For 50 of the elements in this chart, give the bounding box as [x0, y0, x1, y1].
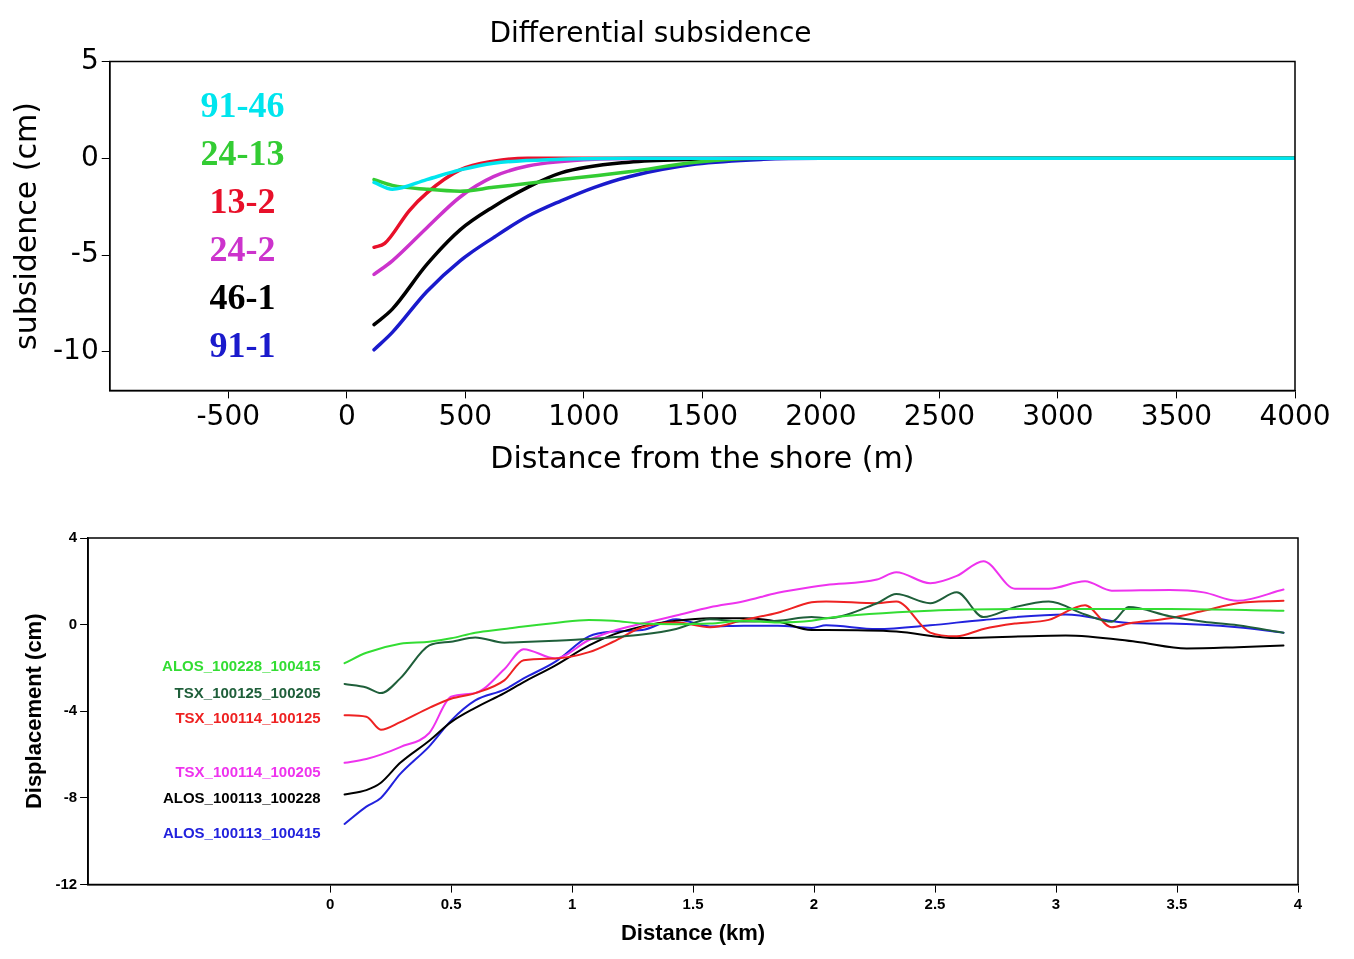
- x-tick-label: 1000: [548, 399, 620, 433]
- series-label: ALOS_100113_100228: [162, 788, 321, 806]
- y-tick-label: 0: [80, 139, 99, 173]
- y-axis-title: subsidence (cm): [7, 102, 43, 350]
- x-tick-label: 4: [1293, 894, 1303, 912]
- line-series: [343, 608, 1285, 665]
- text: 46-1: [209, 276, 276, 317]
- x-tick-label: 2: [809, 894, 819, 912]
- series-label: TSX_100125_100205: [174, 684, 321, 702]
- text: 24-2: [209, 228, 276, 269]
- line-series: [343, 617, 1285, 796]
- x-tick-label: -500: [196, 399, 261, 433]
- x-tick-label: 1500: [666, 399, 738, 433]
- x-tick-label: 2.5: [924, 894, 946, 912]
- text: 91-1: [209, 324, 276, 365]
- x-tick-label: 1: [567, 894, 577, 912]
- x-axis-title: Distance (km): [620, 919, 766, 945]
- y-tick-label: 5: [80, 42, 99, 76]
- x-tick-label: 2000: [785, 399, 857, 433]
- series-label: ALOS_100113_100415: [162, 824, 321, 842]
- x-tick-label: 0: [337, 399, 356, 433]
- x-axis-title: Distance from the shore (m): [490, 439, 915, 475]
- y-tick-label: -12: [55, 874, 78, 892]
- x-tick-label: 4000: [1259, 399, 1331, 433]
- text: 13-2: [209, 180, 276, 221]
- y-axis-title: Displacement (cm): [21, 613, 47, 810]
- y-tick-label: 0: [68, 614, 78, 632]
- x-tick-label: 0: [325, 894, 335, 912]
- x-tick-label: 3: [1051, 894, 1061, 912]
- text: 91-46: [200, 84, 285, 125]
- series-label: TSX_100114_100125: [175, 709, 321, 727]
- x-tick-label: 0.5: [440, 894, 462, 912]
- x-tick-label: 500: [438, 399, 493, 433]
- x-tick-label: 3500: [1140, 399, 1213, 433]
- line-series: [343, 599, 1285, 731]
- line-series: [343, 560, 1285, 764]
- series-label: ALOS_100228_100415: [162, 657, 321, 675]
- chart-title: Differential subsidence: [489, 16, 812, 50]
- line-series: [343, 591, 1285, 695]
- x-tick-label: 2500: [903, 399, 976, 433]
- y-tick-label: -10: [53, 333, 99, 366]
- x-tick-label: 3.5: [1166, 894, 1188, 912]
- y-tick-label: 4: [68, 528, 78, 546]
- y-tick-label: -5: [70, 236, 99, 270]
- x-tick-label: 3000: [1022, 399, 1094, 433]
- y-tick-label: -4: [63, 701, 78, 719]
- series-label: TSX_100114_100205: [175, 763, 321, 780]
- text: 24-13: [200, 132, 285, 173]
- y-tick-label: -8: [63, 788, 78, 806]
- x-tick-label: 1.5: [682, 894, 704, 912]
